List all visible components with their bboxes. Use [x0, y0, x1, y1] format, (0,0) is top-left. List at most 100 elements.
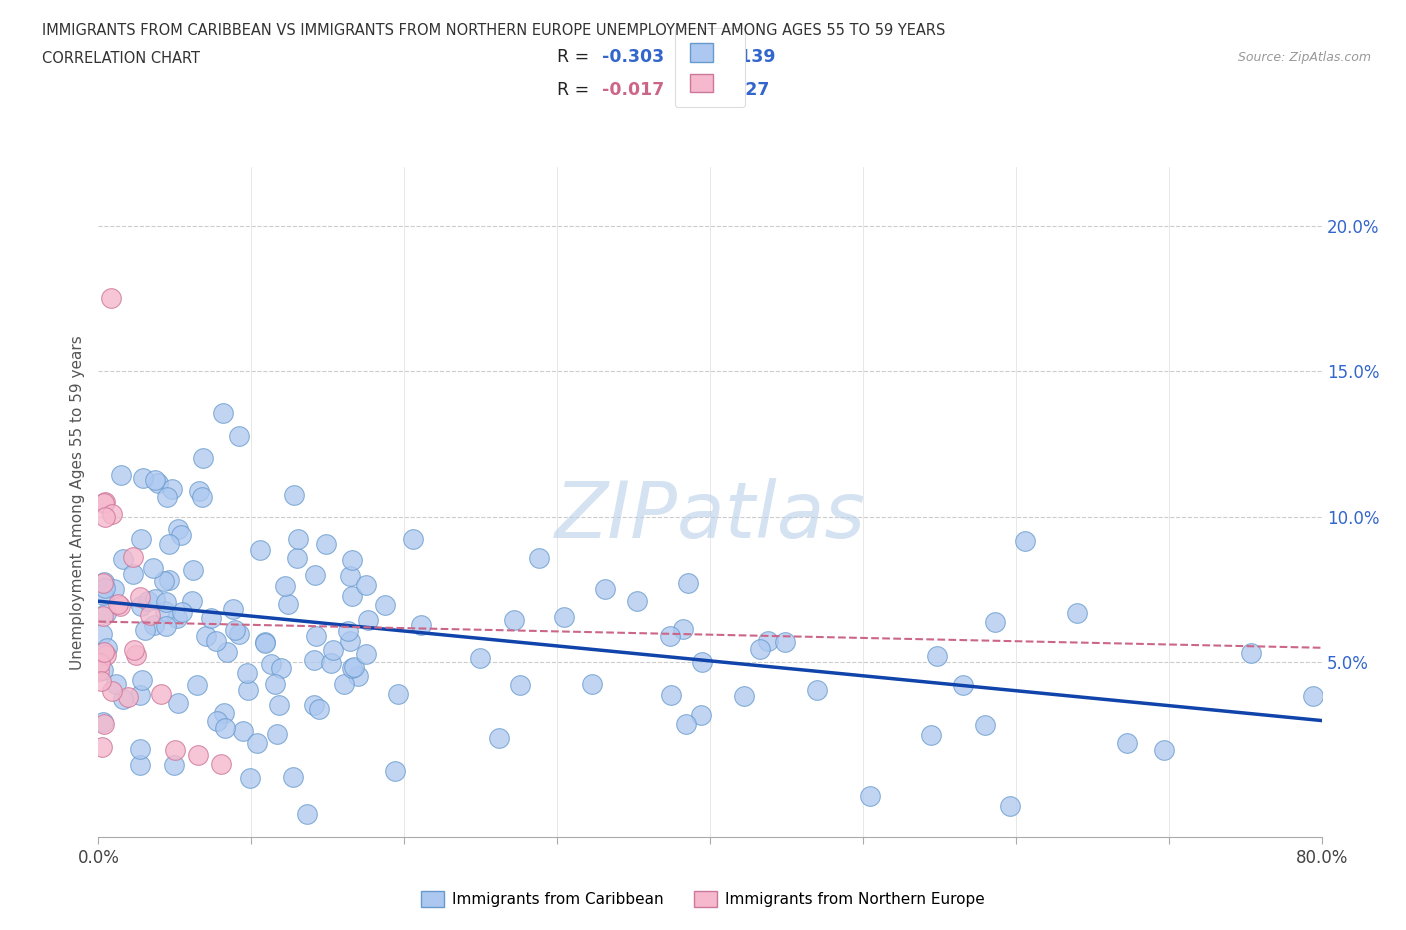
Text: R =: R =	[557, 82, 595, 100]
Point	[748, 641, 770, 656]
Point	[224, 623, 246, 638]
Point	[93, 587, 115, 602]
Point	[503, 613, 526, 628]
Point	[246, 736, 269, 751]
Point	[357, 613, 380, 628]
Point	[315, 537, 337, 551]
Point	[553, 610, 575, 625]
Point	[205, 713, 228, 728]
Point	[132, 471, 155, 485]
Point	[112, 551, 135, 566]
Point	[90, 674, 112, 689]
Point	[91, 626, 114, 641]
Point	[96, 605, 118, 620]
Point	[302, 698, 325, 712]
Point	[1302, 688, 1324, 703]
Point	[143, 473, 166, 488]
Point	[508, 678, 530, 693]
Point	[264, 677, 287, 692]
Point	[342, 589, 364, 604]
Point	[249, 542, 271, 557]
Text: N =  27: N = 27	[697, 82, 769, 100]
Point	[354, 578, 377, 593]
Text: -0.303: -0.303	[602, 48, 665, 66]
Point	[672, 621, 695, 636]
Point	[129, 590, 152, 604]
Point	[253, 635, 276, 650]
Point	[129, 599, 152, 614]
Point	[733, 688, 755, 703]
Point	[155, 594, 177, 609]
Point	[690, 655, 713, 670]
Point	[142, 618, 165, 632]
Point	[274, 579, 297, 594]
Point	[1240, 646, 1263, 661]
Point	[96, 641, 118, 656]
Point	[277, 596, 299, 611]
Point	[236, 683, 259, 698]
Point	[239, 771, 262, 786]
Point	[209, 757, 232, 772]
Point	[402, 531, 425, 546]
Point	[89, 656, 111, 671]
Point	[295, 806, 318, 821]
Point	[103, 581, 125, 596]
Point	[387, 687, 409, 702]
Point	[190, 489, 212, 504]
Point	[157, 573, 180, 588]
Text: R =: R =	[557, 48, 595, 66]
Point	[287, 531, 309, 546]
Point	[756, 633, 779, 648]
Point	[470, 650, 492, 665]
Point	[142, 561, 165, 576]
Text: Source: ZipAtlas.com: Source: ZipAtlas.com	[1237, 51, 1371, 64]
Legend: , : ,	[675, 29, 745, 108]
Point	[134, 622, 156, 637]
Point	[111, 691, 134, 706]
Point	[200, 611, 222, 626]
Point	[283, 487, 305, 502]
Point	[228, 627, 250, 642]
Point	[214, 721, 236, 736]
Point	[169, 527, 191, 542]
Point	[593, 582, 616, 597]
Point	[89, 664, 111, 679]
Point	[94, 647, 117, 662]
Point	[806, 683, 828, 698]
Point	[170, 604, 193, 619]
Point	[94, 580, 117, 595]
Point	[689, 708, 711, 723]
Point	[91, 608, 114, 623]
Point	[340, 660, 363, 675]
Point	[163, 742, 186, 757]
Point	[187, 748, 209, 763]
Point	[122, 642, 145, 657]
Point	[129, 758, 152, 773]
Point	[122, 550, 145, 565]
Point	[339, 633, 361, 648]
Point	[347, 668, 370, 683]
Point	[139, 607, 162, 622]
Point	[191, 450, 214, 465]
Point	[100, 291, 122, 306]
Point	[136, 593, 159, 608]
Point	[215, 644, 238, 659]
Point	[1066, 605, 1088, 620]
Point	[322, 643, 344, 658]
Point	[304, 567, 326, 582]
Y-axis label: Unemployment Among Ages 55 to 59 years: Unemployment Among Ages 55 to 59 years	[69, 335, 84, 670]
Point	[90, 740, 112, 755]
Point	[1153, 742, 1175, 757]
Point	[107, 597, 129, 612]
Point	[340, 552, 363, 567]
Point	[108, 599, 131, 614]
Point	[129, 688, 152, 703]
Point	[222, 602, 245, 617]
Point	[339, 568, 361, 583]
Point	[93, 715, 115, 730]
Point	[186, 678, 208, 693]
Text: IMMIGRANTS FROM CARIBBEAN VS IMMIGRANTS FROM NORTHERN EUROPE UNEMPLOYMENT AMONG : IMMIGRANTS FROM CARIBBEAN VS IMMIGRANTS …	[42, 23, 946, 38]
Point	[91, 663, 114, 678]
Point	[1000, 799, 1022, 814]
Point	[156, 490, 179, 505]
